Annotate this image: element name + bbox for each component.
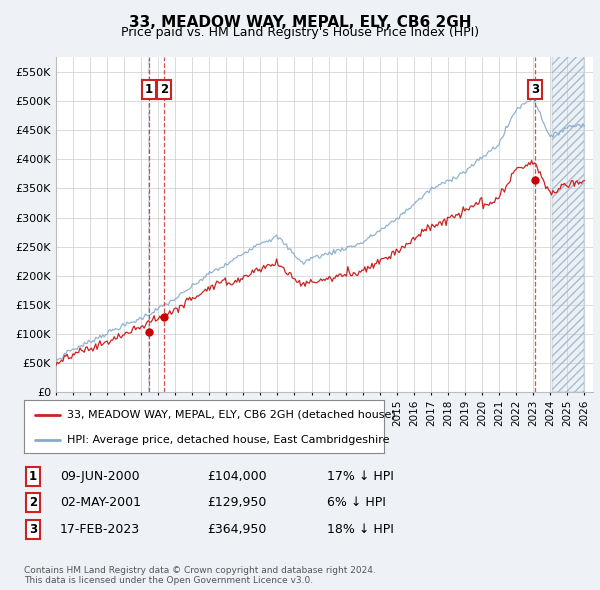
Text: 09-JUN-2000: 09-JUN-2000: [60, 470, 140, 483]
Text: 3: 3: [531, 83, 539, 96]
Text: 6% ↓ HPI: 6% ↓ HPI: [327, 496, 386, 509]
Text: 17-FEB-2023: 17-FEB-2023: [60, 523, 140, 536]
Text: 3: 3: [29, 523, 37, 536]
Text: 17% ↓ HPI: 17% ↓ HPI: [327, 470, 394, 483]
Text: 1: 1: [145, 83, 152, 96]
Text: 33, MEADOW WAY, MEPAL, ELY, CB6 2GH (detached house): 33, MEADOW WAY, MEPAL, ELY, CB6 2GH (det…: [67, 410, 396, 420]
Text: 1: 1: [29, 470, 37, 483]
Text: 02-MAY-2001: 02-MAY-2001: [60, 496, 141, 509]
Text: Price paid vs. HM Land Registry's House Price Index (HPI): Price paid vs. HM Land Registry's House …: [121, 26, 479, 39]
Text: 33, MEADOW WAY, MEPAL, ELY, CB6 2GH: 33, MEADOW WAY, MEPAL, ELY, CB6 2GH: [129, 15, 471, 30]
Text: £104,000: £104,000: [207, 470, 266, 483]
Text: £129,950: £129,950: [207, 496, 266, 509]
Text: Contains HM Land Registry data © Crown copyright and database right 2024.
This d: Contains HM Land Registry data © Crown c…: [24, 566, 376, 585]
Text: £364,950: £364,950: [207, 523, 266, 536]
Text: 2: 2: [29, 496, 37, 509]
Text: HPI: Average price, detached house, East Cambridgeshire: HPI: Average price, detached house, East…: [67, 435, 390, 445]
Text: 2: 2: [160, 83, 168, 96]
Text: 18% ↓ HPI: 18% ↓ HPI: [327, 523, 394, 536]
